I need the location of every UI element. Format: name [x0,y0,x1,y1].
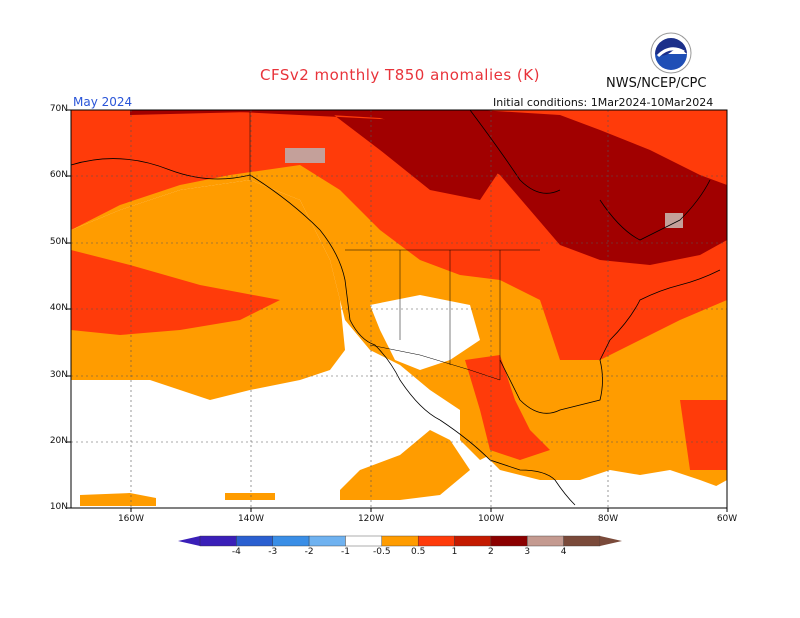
coastlines [70,109,721,506]
lat-label: 50N [49,237,68,247]
lat-label: 40N [49,303,68,313]
lon-gridlines [130,110,609,508]
colorbar-tick-label: 2 [488,547,494,557]
forecast-month: May 2024 [73,95,133,109]
lat-gridlines [71,175,727,443]
colorbar-tick-label: 0.5 [411,547,426,557]
lon-label: 80W [597,514,619,524]
colorbar-swatch [199,535,237,547]
colorbar-tick-label: 3 [524,547,531,557]
lat-label: 10N [49,502,68,512]
colorbar-arrow-right [600,536,622,546]
anomaly-field [71,110,727,508]
initial-conditions: Initial conditions: 1Mar2024-10Mar2024 [493,96,714,109]
lon-label: 160W [117,514,145,524]
colorbar [178,535,622,547]
noaa-logo-icon [650,32,692,74]
colorbar-swatch [527,535,564,547]
colorbar-swatch [236,535,273,547]
colorbar-swatch [345,535,383,547]
lon-label: 60W [716,514,738,524]
lat-label: 30N [49,370,68,380]
lon-label: 100W [477,514,505,524]
map-title: CFSv2 monthly T850 anomalies (K) [260,66,540,84]
colorbar-tick-label: -0.5 [373,547,391,557]
colorbar-tick-label: -2 [304,547,314,557]
agency-label: NWS/NCEP/CPC [606,76,707,91]
colorbar-swatch [417,535,455,547]
colorbar-tick-label: -4 [231,547,241,557]
colorbar-arrow-left [178,536,200,546]
colorbar-swatch [308,535,346,547]
colorbar-tick-label: -3 [268,547,278,557]
colorbar-tick-label: -1 [340,547,350,557]
political-borders [249,112,540,381]
lat-label: 70N [49,104,68,114]
colorbar-swatch [381,535,419,547]
colorbar-swatch [272,535,310,547]
lat-label: 60N [49,170,68,180]
colorbar-swatch [454,535,492,547]
colorbar-swatch [563,535,601,547]
lon-label: 120W [357,514,385,524]
lat-label: 20N [49,436,68,446]
colorbar-tick-label: 1 [451,547,458,557]
lon-label: 140W [237,514,265,524]
colorbar-swatch [490,535,528,547]
colorbar-tick-label: 4 [560,547,567,557]
